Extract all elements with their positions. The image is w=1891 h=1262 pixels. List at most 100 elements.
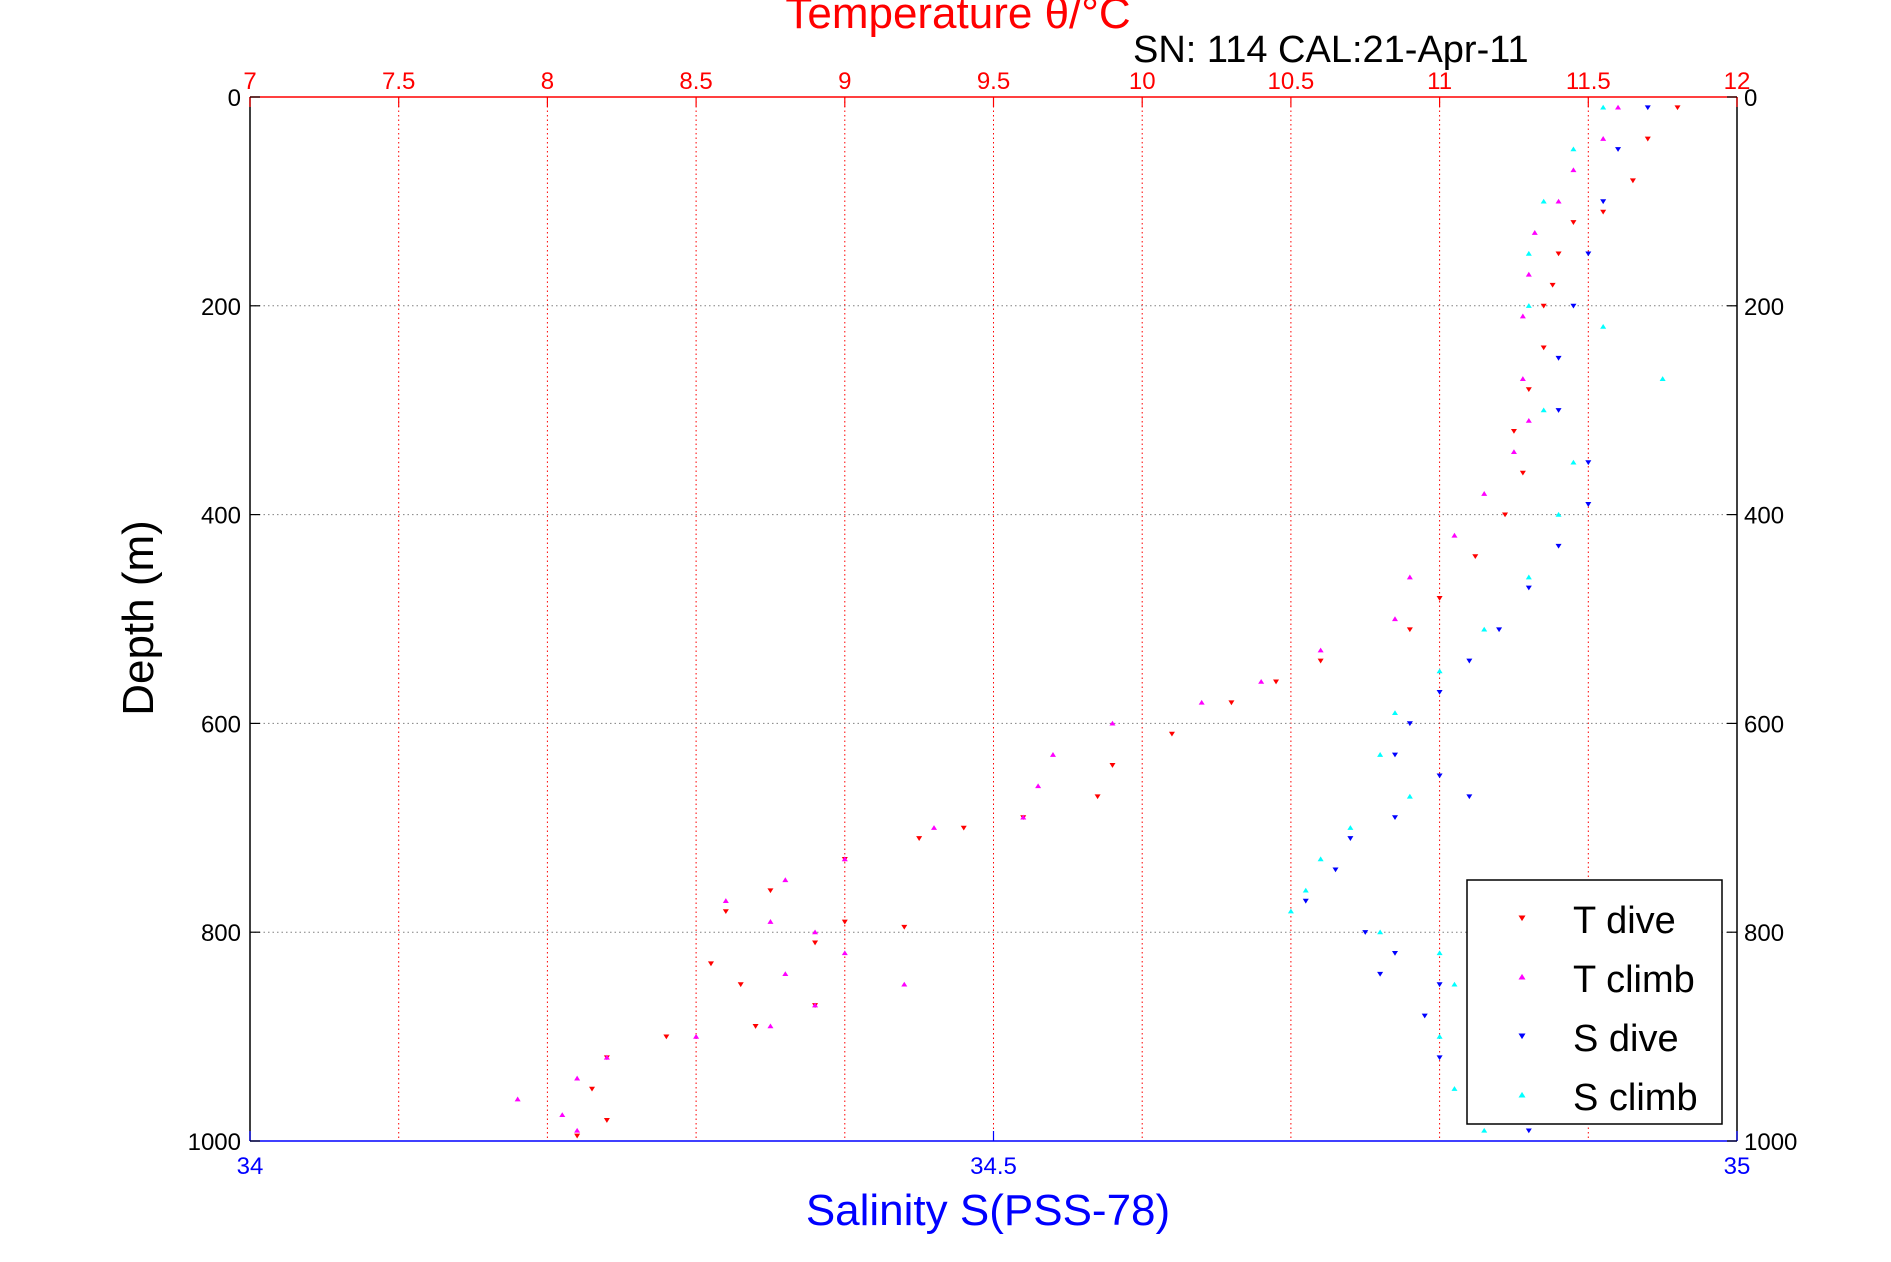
- temperature-tick-label: 11.5: [1566, 68, 1611, 95]
- data-point-t-climb: [1525, 271, 1532, 277]
- data-point-s-dive: [1362, 930, 1369, 935]
- data-point-s-dive: [1496, 627, 1503, 633]
- data-point-t-dive: [1109, 763, 1116, 768]
- data-point-t-climb: [693, 1033, 700, 1039]
- depth-tick-label-left: 1000: [188, 1129, 241, 1156]
- data-point-t-dive: [1406, 627, 1413, 633]
- data-point-t-climb: [574, 1127, 581, 1133]
- depth-tick-label-right: 0: [1744, 85, 1757, 112]
- data-point-t-climb: [603, 1054, 610, 1060]
- data-point-t-climb: [1035, 783, 1042, 789]
- data-point-t-dive: [589, 1086, 596, 1092]
- data-point-t-climb: [1391, 616, 1398, 622]
- depth-tick-label-right: 1000: [1744, 1129, 1797, 1156]
- data-point-t-climb: [1525, 417, 1532, 423]
- data-point-t-climb: [1481, 491, 1488, 496]
- data-point-t-climb: [1510, 449, 1517, 455]
- data-point-s-dive: [1585, 502, 1592, 507]
- data-point-t-climb: [812, 1002, 819, 1008]
- data-point-s-dive: [1525, 585, 1532, 591]
- data-point-t-dive: [901, 924, 908, 930]
- data-point-t-dive: [1549, 282, 1556, 288]
- series-s-dive: [1302, 105, 1651, 1134]
- data-point-s-climb: [1317, 856, 1324, 862]
- y-axis-title: Depth (m): [114, 520, 163, 716]
- data-point-s-dive: [1332, 867, 1339, 873]
- data-point-t-climb: [1555, 198, 1562, 204]
- data-point-s-climb: [1525, 574, 1532, 580]
- legend-label: S climb: [1573, 1077, 1698, 1119]
- depth-tick-label-left: 0: [228, 85, 241, 112]
- data-point-s-climb: [1540, 407, 1547, 413]
- legend-box: [1466, 879, 1723, 1125]
- data-point-s-climb: [1436, 668, 1443, 674]
- data-point-t-dive: [1540, 345, 1547, 351]
- data-point-t-climb: [841, 950, 848, 956]
- data-point-s-dive: [1585, 460, 1592, 466]
- data-point-t-climb: [514, 1096, 521, 1102]
- data-point-t-dive: [812, 940, 819, 946]
- data-point-s-dive: [1525, 1128, 1532, 1134]
- legend: T dive T climb S dive S climb: [1466, 879, 1723, 1125]
- legend-marker: [1518, 973, 1526, 980]
- data-point-s-climb: [1659, 376, 1666, 381]
- legend-label: T dive: [1573, 900, 1676, 942]
- data-point-t-climb: [767, 919, 774, 924]
- data-point-t-climb: [1615, 104, 1622, 110]
- data-point-t-dive: [1228, 700, 1235, 706]
- data-point-t-climb: [1600, 136, 1607, 141]
- data-point-t-dive: [1629, 178, 1636, 184]
- data-point-t-climb: [767, 1023, 774, 1029]
- temperature-tick-label: 10: [1129, 68, 1156, 95]
- axis-ticks: 7 7.5 8 8.5 9 9.5 10 10.5 11 11.5 12 34 34.5 35 0 0 200 2…: [188, 68, 1798, 1180]
- data-point-t-climb: [782, 971, 789, 977]
- legend-marker: [1518, 915, 1526, 922]
- data-point-t-dive: [841, 919, 848, 925]
- temperature-tick-label: 11: [1427, 68, 1452, 95]
- data-point-s-climb: [1347, 825, 1354, 830]
- data-point-t-climb: [782, 877, 789, 883]
- data-point-t-dive: [1519, 470, 1526, 476]
- data-point-t-dive: [1502, 512, 1509, 518]
- legend-label: S dive: [1573, 1018, 1679, 1060]
- salinity-tick-label: 34.5: [970, 1153, 1017, 1180]
- depth-tick-label-right: 600: [1744, 711, 1784, 738]
- data-point-s-dive: [1436, 982, 1443, 988]
- data-point-s-climb: [1555, 511, 1562, 517]
- data-point-s-climb: [1481, 626, 1488, 632]
- data-point-t-dive: [767, 888, 774, 894]
- data-point-t-climb: [1109, 720, 1116, 726]
- data-point-t-dive: [1472, 554, 1479, 560]
- data-point-s-climb: [1287, 908, 1294, 914]
- data-point-t-climb: [1198, 699, 1205, 705]
- salinity-tick-label: 34: [237, 1153, 264, 1180]
- data-point-t-dive: [752, 1024, 759, 1029]
- data-point-t-dive: [960, 825, 967, 831]
- data-point-s-dive: [1436, 773, 1443, 779]
- series-t-climb: [514, 104, 1622, 1133]
- data-point-t-climb: [1519, 376, 1526, 381]
- bottom-axis-title: Salinity S(PSS-78): [806, 1186, 1170, 1235]
- data-point-s-climb: [1600, 323, 1607, 329]
- data-point-t-climb: [1317, 647, 1324, 653]
- data-point-t-climb: [841, 856, 848, 862]
- data-point-s-climb: [1525, 303, 1532, 308]
- data-point-t-dive: [663, 1034, 670, 1040]
- data-point-s-dive: [1466, 794, 1473, 800]
- data-point-s-dive: [1436, 689, 1443, 695]
- data-point-t-dive: [1510, 428, 1517, 434]
- data-point-s-dive: [1377, 971, 1384, 977]
- data-point-t-climb: [812, 929, 819, 935]
- data-point-s-dive: [1600, 199, 1607, 205]
- data-point-t-climb: [901, 981, 908, 987]
- temperature-tick-label: 12: [1724, 68, 1751, 95]
- data-point-s-climb: [1540, 198, 1547, 204]
- data-point-t-climb: [1531, 230, 1538, 235]
- data-point-s-climb: [1600, 104, 1607, 110]
- data-point-t-climb: [722, 898, 729, 903]
- legend-marker: [1518, 1033, 1526, 1040]
- data-point-s-dive: [1302, 898, 1309, 904]
- depth-tick-label-right: 400: [1744, 503, 1784, 530]
- data-point-t-dive: [1570, 220, 1577, 225]
- data-point-s-climb: [1525, 250, 1532, 256]
